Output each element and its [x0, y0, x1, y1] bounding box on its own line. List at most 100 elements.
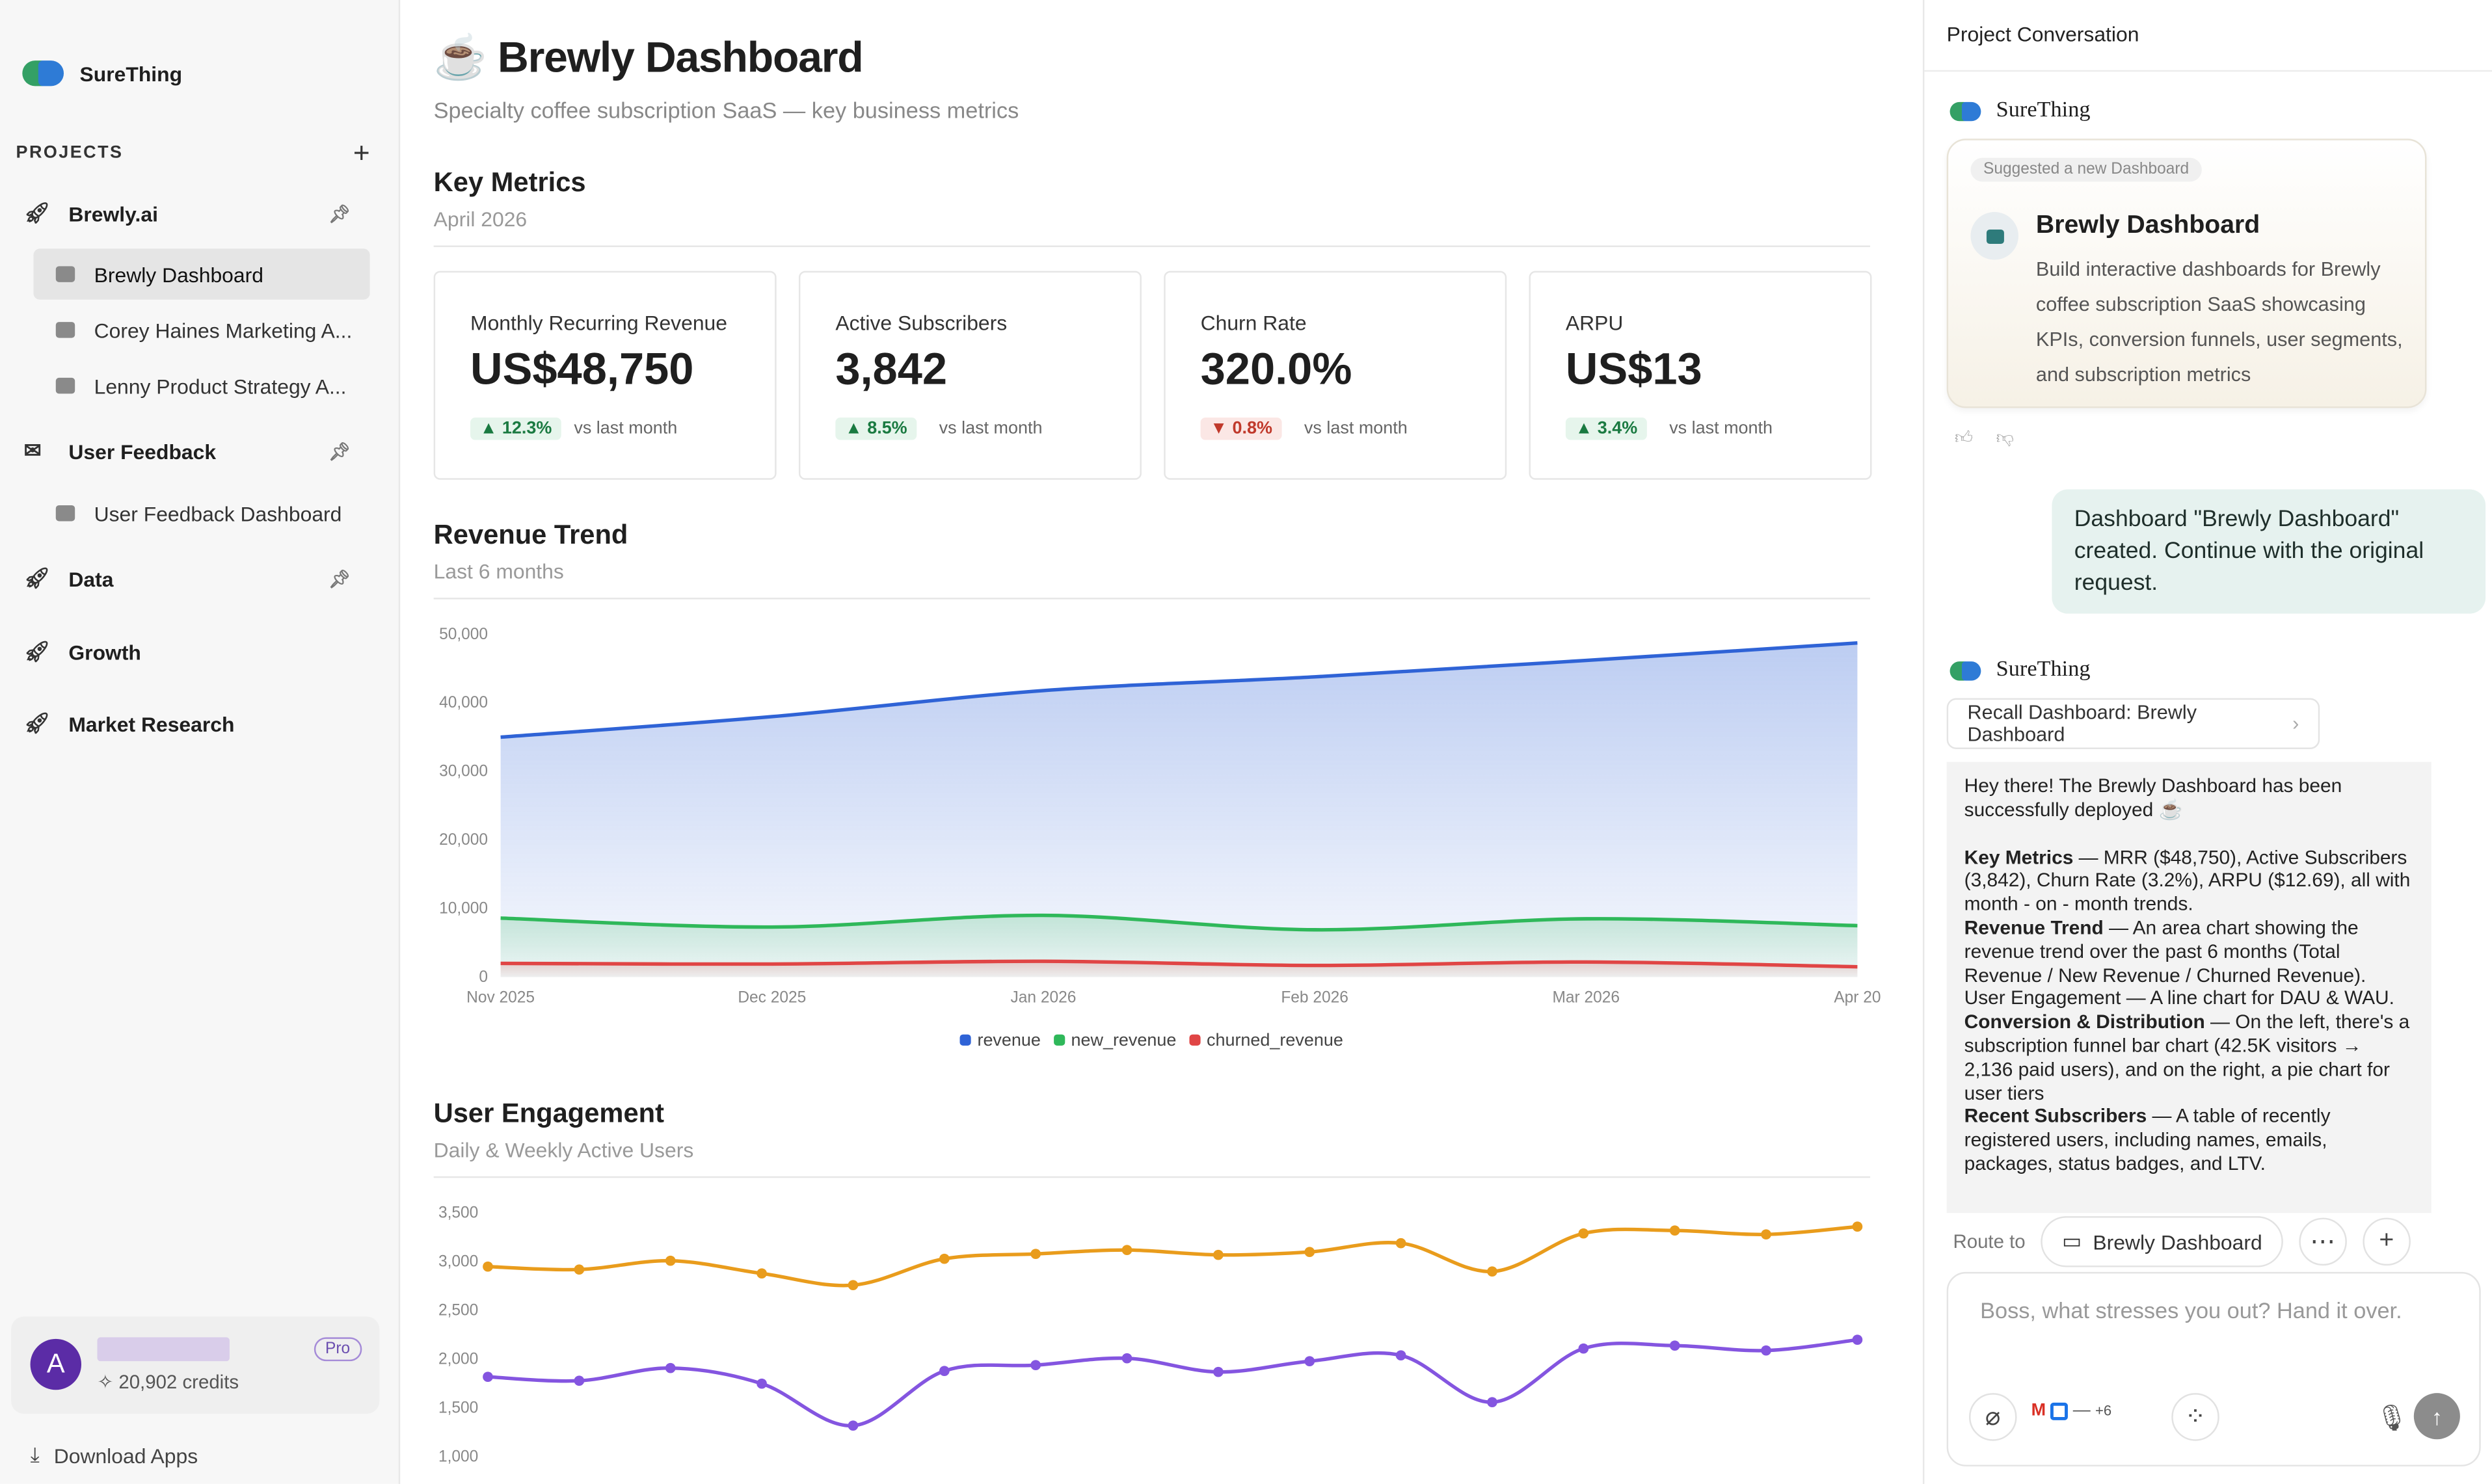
rocket-icon: 🚀︎: [23, 639, 51, 663]
sidebar-subitem-brewly-dashboard[interactable]: Brewly Dashboard: [33, 248, 370, 300]
sidebar-subitem-label: Lenny Product Strategy A...: [94, 373, 347, 398]
metric-card-mrr: Monthly Recurring Revenue US$48,750 ▲ 12…: [433, 271, 777, 480]
bot-reply: Hey there! The Brewly Dashboard has been…: [1946, 762, 2432, 1213]
legend-swatch: [1189, 1034, 1201, 1046]
sidebar-item-brewly[interactable]: 🚀︎ Brewly.ai 📌︎: [16, 190, 370, 238]
data-point: [848, 1280, 859, 1291]
add-button[interactable]: +: [2363, 1217, 2411, 1266]
metric-comparison: vs last month: [574, 419, 678, 439]
y-tick-label: 30,000: [439, 763, 488, 780]
suggestion-card[interactable]: Suggested a new Dashboard Brewly Dashboa…: [1946, 139, 2427, 408]
brand[interactable]: SureThing: [22, 59, 182, 88]
bot-header: SureThing: [1949, 98, 2091, 126]
composer-input[interactable]: Boss, what stresses you out? Hand it ove…: [1980, 1297, 2402, 1323]
data-point: [848, 1420, 859, 1431]
tools-count: +6: [2095, 1402, 2112, 1419]
reply-recent-subscribers: Recent Subscribers — A table of recently…: [1964, 1105, 2331, 1175]
message-composer[interactable]: Boss, what stresses you out? Hand it ove…: [1946, 1271, 2481, 1466]
dashboard-icon: [1970, 211, 2018, 260]
microphone-icon[interactable]: 🎙︎: [2375, 1405, 2408, 1433]
y-tick-label: 1,000: [438, 1448, 478, 1466]
legend-swatch: [959, 1034, 971, 1046]
pin-icon[interactable]: 📌︎: [328, 442, 351, 462]
rocket-icon: 🚀︎: [23, 200, 51, 225]
sidebar-subitem-lenny[interactable]: Lenny Product Strategy A...: [33, 360, 369, 411]
route-bar: Route to ▭ Brewly Dashboard ⋯ +: [1953, 1216, 2463, 1267]
data-point: [757, 1268, 767, 1279]
metric-comparison: vs last month: [1304, 419, 1408, 439]
data-point: [1669, 1340, 1680, 1351]
data-point: [1030, 1249, 1041, 1260]
x-tick-label: Dec 2025: [738, 989, 806, 1007]
data-point: [483, 1261, 493, 1272]
route-target-button[interactable]: ▭ Brewly Dashboard: [2041, 1216, 2283, 1267]
sidebar-subitem-user-feedback-dashboard[interactable]: User Feedback Dashboard: [33, 488, 369, 538]
data-point: [574, 1264, 585, 1275]
sidebar: SureThing PROJECTS + 🚀︎ Brewly.ai 📌︎ Bre…: [0, 0, 401, 1484]
connected-tools[interactable]: M — +6: [2031, 1401, 2112, 1420]
thumbs-up-icon[interactable]: 👍︎: [1954, 429, 1974, 448]
area-fill-revenue: [500, 643, 1858, 977]
avatar[interactable]: A: [30, 1338, 82, 1390]
revenue-area-chart: 50,000 40,000 30,000 20,000 10,000 0 Nov 2025 D…: [439, 626, 1881, 1007]
route-label: Route to: [1953, 1230, 2026, 1253]
bot-name: SureThing: [1996, 98, 2091, 123]
conversation-panel: Project Conversation SureThing Suggested…: [1922, 0, 2492, 1484]
legend-swatch: [1053, 1034, 1065, 1046]
data-point: [1852, 1334, 1863, 1345]
metric-value: US$48,750: [470, 344, 694, 394]
data-point: [665, 1255, 676, 1266]
data-point: [1852, 1221, 1863, 1232]
pin-icon[interactable]: 📌︎: [328, 204, 351, 224]
pin-icon[interactable]: 📌︎: [328, 570, 351, 589]
plan-badge: Pro: [314, 1337, 362, 1362]
x-tick-label: Apr 20: [1834, 989, 1881, 1007]
sidebar-item-data[interactable]: 🚀︎ Data 📌︎: [16, 555, 370, 603]
data-point: [1395, 1350, 1406, 1361]
series-line-new_revenue: [500, 913, 1858, 932]
sidebar-item-growth[interactable]: 🚀︎ Growth: [16, 628, 370, 676]
x-tick-label: Nov 2025: [466, 989, 535, 1007]
legend-item-churned-revenue[interactable]: churned_revenue: [1189, 1031, 1343, 1050]
chat-icon: [55, 322, 75, 338]
download-apps-link[interactable]: ⤓ Download Apps: [31, 1442, 198, 1468]
data-point: [1487, 1397, 1497, 1408]
data-point: [1121, 1353, 1132, 1364]
projects-label: PROJECTS: [16, 143, 124, 163]
chat-icon: ▭: [2062, 1228, 2082, 1253]
user-message: Dashboard "Brewly Dashboard" created. Co…: [2052, 489, 2486, 614]
more-options-button[interactable]: ⋯: [2299, 1217, 2347, 1266]
data-point: [1669, 1225, 1680, 1236]
sidebar-item-label: Market Research: [68, 711, 235, 736]
sidebar-item-user-feedback[interactable]: ✉︎ User Feedback 📌︎: [16, 427, 370, 475]
surething-logo: [1949, 101, 1981, 122]
legend-label: revenue: [977, 1031, 1041, 1051]
recall-dashboard-chip[interactable]: Recall Dashboard: Brewly Dashboard ›: [1946, 698, 2320, 749]
series-line-revenue: [500, 641, 1858, 739]
send-button[interactable]: ↑: [2413, 1393, 2460, 1440]
engagement-line-1: [487, 1225, 1858, 1288]
revenue-trend-title: Revenue Trend: [433, 520, 628, 550]
engagement-title: User Engagement: [433, 1098, 664, 1129]
add-project-icon[interactable]: +: [353, 137, 370, 169]
reply-revenue-trend: Revenue Trend — An area chart showing th…: [1964, 916, 2366, 987]
legend-item-revenue[interactable]: revenue: [959, 1031, 1041, 1051]
reply-intro: Hey there! The Brewly Dashboard has been…: [1964, 775, 2342, 821]
apps-grid-icon[interactable]: ⁘: [2171, 1393, 2219, 1441]
divider: [433, 245, 1871, 247]
sidebar-item-market-research[interactable]: 🚀︎ Market Research: [16, 700, 370, 748]
brand-name: SureThing: [79, 61, 183, 86]
user-account-card[interactable]: A ✧ 20,902 credits Pro: [11, 1316, 380, 1414]
metric-change-badge: ▲ 3.4%: [1565, 417, 1647, 440]
sidebar-item-label: Brewly.ai: [68, 202, 158, 226]
dashboard-main: ☕ Brewly Dashboard Specialty coffee subs…: [400, 0, 1921, 1484]
data-point: [1578, 1228, 1589, 1239]
sidebar-item-label: Data: [68, 566, 114, 591]
chat-icon: [55, 266, 75, 282]
thumbs-down-icon[interactable]: 👎︎: [1996, 429, 2015, 448]
y-tick-label: 2,000: [438, 1351, 478, 1368]
legend-item-new-revenue[interactable]: new_revenue: [1053, 1031, 1176, 1050]
data-point: [1213, 1249, 1224, 1260]
attach-icon[interactable]: ⌀: [1968, 1393, 2017, 1441]
sidebar-subitem-corey-haines[interactable]: Corey Haines Marketing A...: [33, 304, 369, 355]
